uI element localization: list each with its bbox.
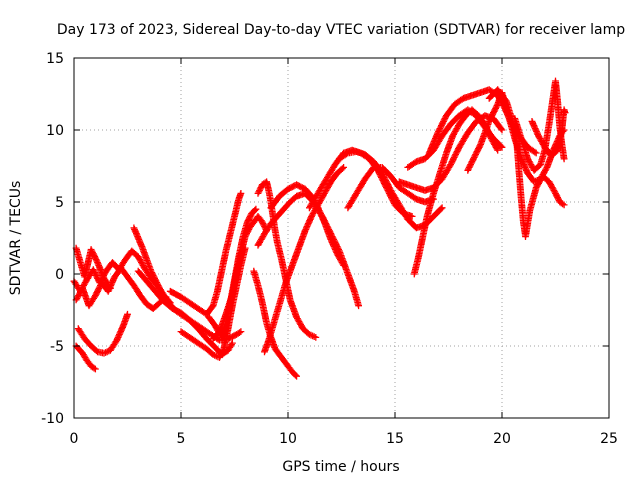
x-tick-label: 25 [600, 431, 618, 447]
series-marker-trail [528, 106, 569, 160]
chart-title: Day 173 of 2023, Sidereal Day-to-day VTE… [57, 22, 625, 38]
y-tick-label: 10 [46, 123, 64, 139]
y-tick-label: 15 [46, 51, 64, 67]
series-arc11 [209, 213, 270, 343]
y-axis-label: SDTVAR / TECUs [8, 181, 24, 296]
series-arc07 [134, 267, 236, 358]
y-tick-label: -5 [50, 339, 64, 355]
series-arc03 [72, 244, 114, 292]
series-marker-trail [485, 86, 568, 240]
series-marker-trail [166, 190, 245, 318]
series-marker-trail [336, 148, 446, 232]
y-tick-label: -10 [41, 411, 64, 427]
series-marker-trail [209, 213, 270, 343]
series-arc18 [336, 148, 446, 232]
y-tick-label: 0 [55, 267, 64, 283]
grid [74, 58, 609, 418]
series-arc19 [344, 164, 437, 212]
series-arc27 [528, 106, 569, 160]
x-tick-label: 5 [177, 431, 186, 447]
y-tick-label: 5 [55, 195, 64, 211]
series-marker-trail [134, 267, 236, 358]
plot-frame [73, 57, 610, 419]
x-tick-label: 10 [279, 431, 297, 447]
series-layer [70, 77, 569, 380]
x-tick-label: 0 [70, 431, 79, 447]
series-arc09 [166, 190, 245, 318]
x-axis-label: GPS time / hours [282, 459, 399, 475]
series-marker-trail [344, 164, 437, 212]
series-marker-trail [72, 244, 114, 292]
series-arc04 [74, 310, 131, 357]
axis-ticks: 0 5 10 15 20 25 -10 -5 0 5 10 15 [41, 51, 618, 447]
x-tick-label: 15 [386, 431, 404, 447]
series-marker-trail [74, 310, 131, 357]
x-tick-label: 20 [493, 431, 511, 447]
series-arc25 [485, 86, 568, 240]
